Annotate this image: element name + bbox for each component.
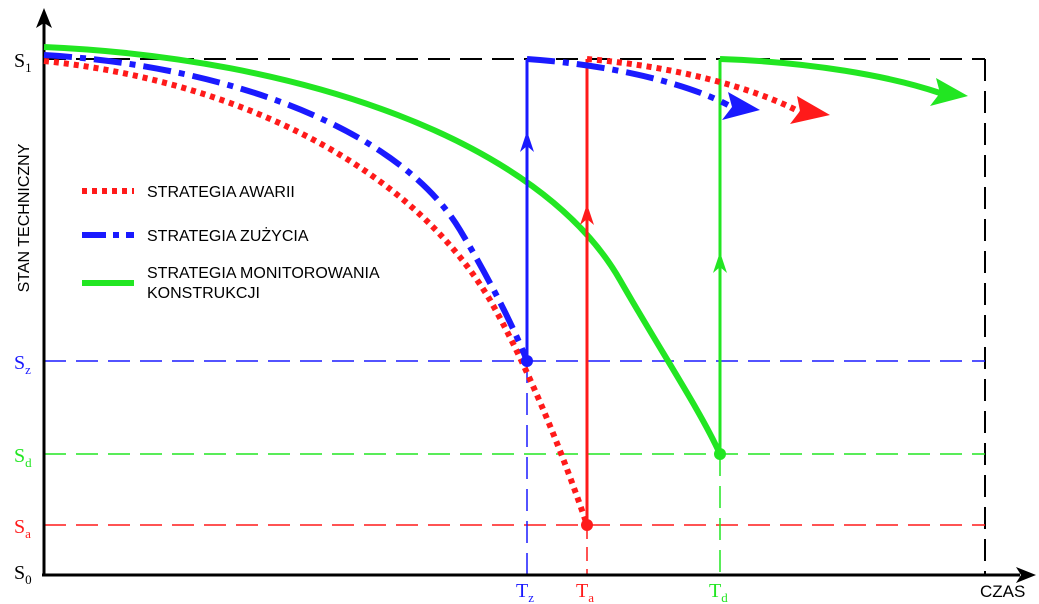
y-axis-title: STAN TECHNICZNY [16, 143, 33, 292]
awaria-degradation-curve [43, 58, 590, 526]
monitoring-renewal-arrow-icon [713, 252, 727, 273]
reference-lines [44, 58, 986, 574]
td-label: Td [709, 580, 728, 604]
legend: STRATEGIA AWARII STRATEGIA ZUŻYCIA STRAT… [82, 184, 380, 302]
legend-item-awaria: STRATEGIA AWARII [82, 184, 295, 201]
tz-label: Tz [516, 580, 534, 604]
legend-label-zuzycie: STRATEGIA ZUŻYCIA [147, 226, 309, 245]
monitoring-degradation-curve [43, 44, 723, 456]
ta-label: Ta [576, 580, 594, 604]
legend-label-monitoring-line1: STRATEGIA MONITOROWANIA [147, 265, 380, 282]
x-axis-title: CZAS [980, 582, 1025, 601]
sd-threshold-point [714, 448, 726, 460]
x-axis-arrow-icon [1016, 567, 1036, 583]
sd-label: Sd [14, 445, 32, 470]
legend-item-monitoring: STRATEGIA MONITOROWANIA KONSTRUKCJI [82, 265, 380, 302]
legend-label-monitoring-line2: KONSTRUKCJI [147, 285, 260, 302]
renewal-lines [520, 59, 727, 525]
zuzycie-continuation-arrow-icon [722, 92, 760, 120]
sa-label: Sa [14, 516, 31, 541]
x-mark-labels: Tz Ta Td [516, 580, 728, 604]
awaria-renewal-arrow-icon [580, 204, 594, 225]
monitoring-continuation-arrow-icon [930, 78, 968, 106]
zuzycie-continuation-curve [526, 56, 730, 108]
y-axis-arrow-icon [36, 8, 52, 28]
zuzycie-degradation-curve [43, 52, 530, 363]
threshold-points [521, 355, 726, 531]
awaria-continuation-arrow-icon [790, 96, 830, 124]
curves [43, 44, 723, 526]
s0-label: S0 [14, 562, 32, 587]
legend-label-awaria: STRATEGIA AWARII [147, 184, 295, 201]
s1-label: S1 [14, 50, 32, 75]
legend-item-zuzycie: STRATEGIA ZUŻYCIA [82, 226, 309, 245]
monitoring-continuation-curve [719, 56, 941, 96]
sz-label: Sz [14, 352, 31, 377]
axes [36, 8, 1036, 583]
awaria-continuation-curve [586, 56, 802, 115]
sa-threshold-point [581, 519, 593, 531]
zuzycie-renewal-arrow-icon [520, 131, 534, 152]
y-level-labels: S1 Sz Sd Sa S0 [14, 50, 32, 587]
sz-threshold-point [521, 355, 533, 367]
continuation-curves [526, 56, 968, 124]
